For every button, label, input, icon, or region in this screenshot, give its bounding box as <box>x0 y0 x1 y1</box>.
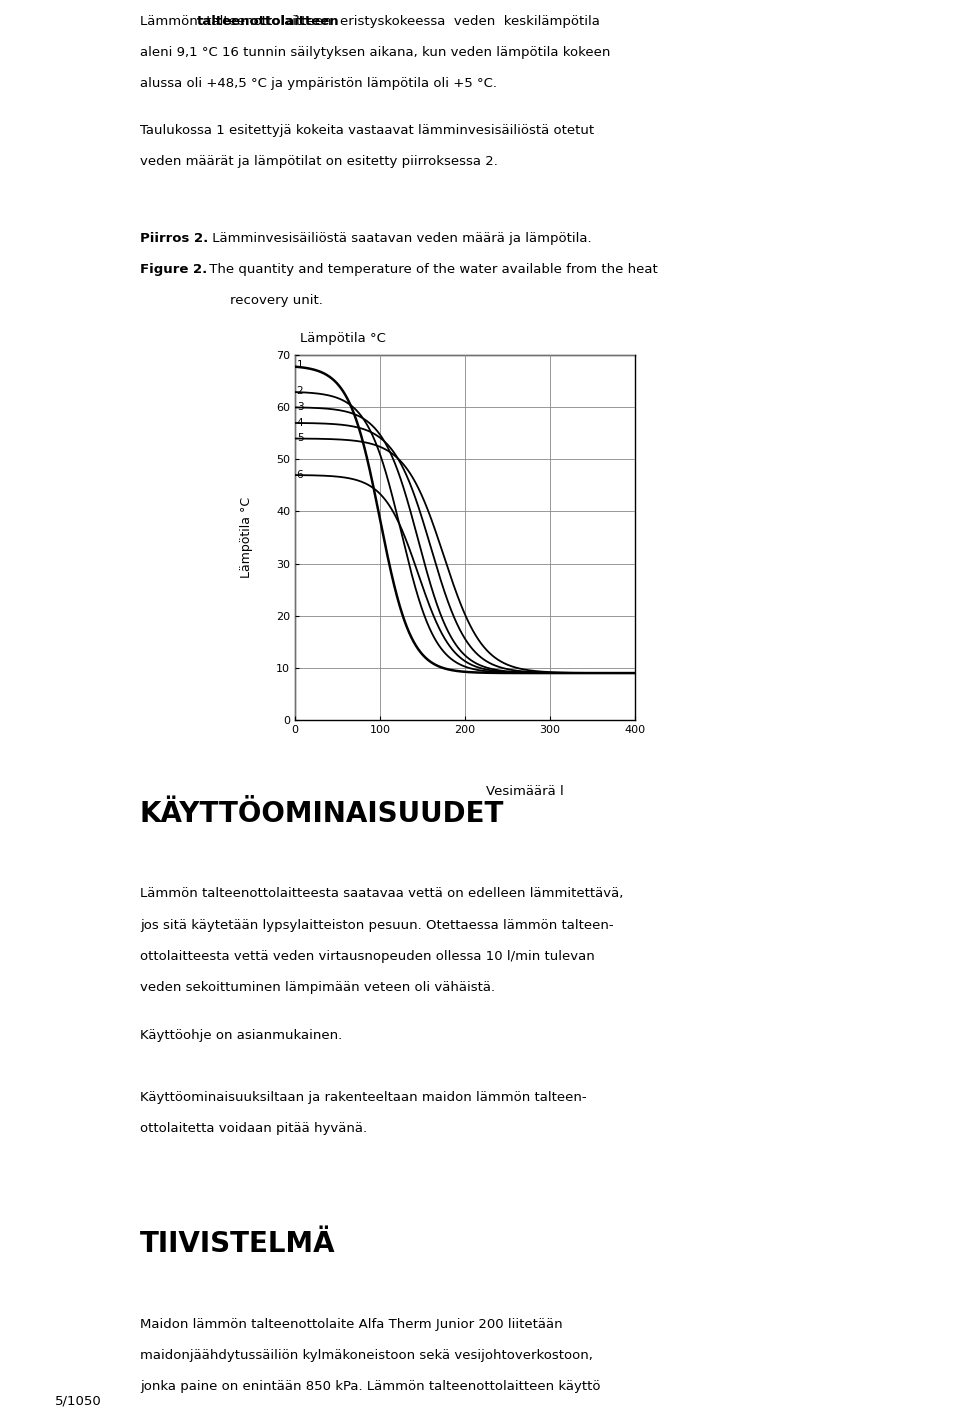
Text: jos sitä käytetään lypsylaitteiston pesuun. Otettaessa lämmön talteen-: jos sitä käytetään lypsylaitteiston pesu… <box>140 919 613 931</box>
Text: 6: 6 <box>297 470 303 480</box>
Text: Käyttöohje on asianmukainen.: Käyttöohje on asianmukainen. <box>140 1029 343 1041</box>
Text: alussa oli +48,5 °C ja ympäristön lämpötila oli +5 °C.: alussa oli +48,5 °C ja ympäristön lämpöt… <box>140 78 497 90</box>
Text: aleni 9,1 °C 16 tunnin säilytyksen aikana, kun veden lämpötila kokeen: aleni 9,1 °C 16 tunnin säilytyksen aikan… <box>140 47 611 59</box>
Text: Lämmön  talteenottolaittееn  eristyskokeessa  veden  keskilämpötila: Lämmön talteenottolaittееn eristyskokees… <box>140 16 600 28</box>
Text: 5/1050: 5/1050 <box>55 1395 102 1408</box>
Text: Lämpötila °C: Lämpötila °C <box>241 497 253 579</box>
Text: 3: 3 <box>297 402 303 412</box>
Text: Piirros 2.: Piirros 2. <box>140 233 208 246</box>
Text: jonka paine on enintään 850 kPa. Lämmön talteenottolaittееn käyttö: jonka paine on enintään 850 kPa. Lämmön … <box>140 1380 601 1393</box>
Text: Figure 2.: Figure 2. <box>140 264 207 277</box>
Text: veden sekoittuminen lämpimään veteen oli vähäistä.: veden sekoittuminen lämpimään veteen oli… <box>140 981 495 993</box>
Text: maidonjäähdytussäiliön kylmäkoneistoon sekä vesijohtoverkostoon,: maidonjäähdytussäiliön kylmäkoneistoon s… <box>140 1349 593 1362</box>
Text: KÄYTTÖOMINAISUUDET: KÄYTTÖOMINAISUUDET <box>140 800 504 828</box>
Text: Vesimäärä l: Vesimäärä l <box>486 785 564 799</box>
Text: Maidon lämmön talteenottolaite Alfa Therm Junior 200 liitetään: Maidon lämmön talteenottolaite Alfa Ther… <box>140 1318 563 1331</box>
Text: ottolaitteesta vettä veden virtausnopeuden ollessa 10 l/min tulevan: ottolaitteesta vettä veden virtausnopeud… <box>140 950 595 962</box>
Text: 5: 5 <box>297 433 303 443</box>
Text: Käyttöominaisuuksiltaan ja rakenteeltaan maidon lämmön talteen-: Käyttöominaisuuksiltaan ja rakenteeltaan… <box>140 1091 587 1103</box>
Text: 1: 1 <box>297 360 303 371</box>
Text: Taulukossa 1 esitettyjä kokeita vastaavat lämminvesisäiliöstä otetut: Taulukossa 1 esitettyjä kokeita vastaava… <box>140 124 594 137</box>
Text: Lämmön talteenottolaittееsta saatavaa vettä on edelleen lämmitettävä,: Lämmön talteenottolaittееsta saatavaa ve… <box>140 888 623 900</box>
Text: Lämpötila °C: Lämpötila °C <box>300 332 386 344</box>
Text: talteenottolaittееn: talteenottolaittееn <box>197 16 340 28</box>
Text: Lämminvesisäiliöstä saatavan veden määrä ja lämpötila.: Lämminvesisäiliöstä saatavan veden määrä… <box>208 233 591 246</box>
Text: veden määrät ja lämpötilat on esitetty piirroksessa 2.: veden määrät ja lämpötilat on esitetty p… <box>140 155 498 168</box>
Text: TIIVISTELMÄ: TIIVISTELMÄ <box>140 1230 335 1259</box>
Text: ottolaitetta voidaan pitää hyvänä.: ottolaitetta voidaan pitää hyvänä. <box>140 1122 367 1134</box>
Text: 4: 4 <box>297 418 303 428</box>
Text: The quantity and temperature of the water available from the heat: The quantity and temperature of the wate… <box>205 264 658 277</box>
Text: 2: 2 <box>297 387 303 396</box>
Text: recovery unit.: recovery unit. <box>230 295 323 308</box>
